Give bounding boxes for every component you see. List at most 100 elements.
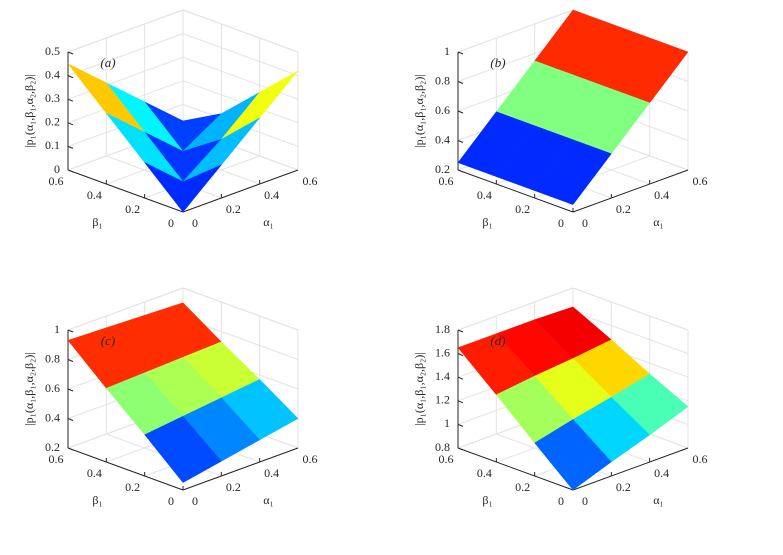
z-tick-label: 0	[54, 162, 60, 176]
grid-line	[182, 287, 299, 331]
y-tick-label: 0.2	[515, 480, 530, 494]
y-tick-label: 0.4	[87, 466, 102, 480]
x-tick-label: 0.4	[264, 188, 279, 202]
x-tick-label: 0	[582, 494, 588, 508]
z-tick-label: 1.4	[435, 369, 450, 383]
x-tick-label: 0	[192, 494, 198, 508]
z-tick-label: 0.5	[45, 44, 60, 58]
surface-patch	[534, 419, 612, 491]
axis-line	[182, 447, 299, 491]
y-axis-label: β₁	[482, 493, 492, 507]
x-tick-label: 0	[192, 216, 198, 230]
z-axis-label: |p₁(α₁,β₁,α₂,β₂)|	[22, 352, 36, 426]
z-tick-label: 0.8	[435, 440, 450, 454]
y-tick-label: 0.2	[125, 480, 140, 494]
z-tick-label: 1.2	[435, 393, 450, 407]
y-tick-label: 0	[168, 494, 174, 508]
tick-mark	[457, 81, 464, 84]
y-axis-label: β₁	[92, 493, 102, 507]
y-tick-label: 0.6	[439, 174, 454, 188]
x-tick-label: 0.6	[303, 174, 318, 188]
annotation: (a)	[100, 55, 115, 70]
z-tick-label: 0.6	[435, 103, 450, 117]
z-tick-label: 0.4	[435, 132, 450, 146]
tick-mark	[67, 51, 74, 55]
axis-line	[67, 169, 184, 213]
tick-mark	[67, 418, 74, 421]
z-axis-label: |p₁(α₁,β₁,α₂,β₂)|	[412, 352, 426, 426]
axis-line	[457, 447, 574, 491]
tick-mark	[67, 122, 74, 126]
z-tick-label: 0.2	[435, 162, 450, 176]
z-axis-label: |p₁(α₁,β₁,α₂,β₂)|	[22, 74, 36, 148]
z-tick-label: 0.6	[45, 381, 60, 395]
x-tick-label: 0	[582, 216, 588, 230]
y-tick-label: 0.4	[87, 188, 102, 202]
tick-mark	[457, 376, 464, 380]
surface-chart: 00.10.20.30.40.500.20.40.600.20.40.6|p₁(…	[22, 9, 318, 230]
y-tick-label: 0.2	[515, 202, 530, 216]
z-axis-label: |p₁(α₁,β₁,α₂,β₂)|	[412, 74, 426, 148]
y-tick-label: 0	[558, 216, 564, 230]
surface-patch	[534, 139, 612, 205]
y-tick-label: 0.6	[439, 452, 454, 466]
grid-line	[457, 9, 574, 53]
z-tick-label: 1	[54, 322, 60, 336]
x-axis-label: α₁	[653, 215, 663, 229]
y-axis-label: β₁	[92, 215, 102, 229]
grid-line	[182, 80, 299, 124]
surface-patch	[144, 415, 222, 483]
tick-mark	[457, 51, 464, 55]
tick-mark	[457, 423, 464, 427]
axis-line	[457, 169, 574, 213]
y-tick-label: 0.4	[477, 188, 492, 202]
x-tick-label: 0.2	[616, 480, 631, 494]
axis-line	[67, 447, 184, 491]
x-tick-label: 0.2	[616, 202, 631, 216]
x-axis-label: α₁	[653, 493, 663, 507]
z-tick-label: 0.8	[435, 73, 450, 87]
z-tick-label: 0.4	[45, 67, 60, 81]
z-tick-label: 1.8	[435, 322, 450, 336]
z-tick-label: 0.2	[45, 115, 60, 129]
x-tick-label: 0.4	[654, 466, 669, 480]
y-tick-label: 0	[558, 494, 564, 508]
grid-line	[67, 56, 184, 100]
x-tick-label: 0.4	[654, 188, 669, 202]
x-tick-label: 0.6	[303, 452, 318, 466]
z-tick-label: 0.1	[45, 138, 60, 152]
z-tick-label: 0.8	[45, 351, 60, 365]
x-tick-label: 0.2	[226, 202, 241, 216]
tick-mark	[67, 388, 74, 392]
surface-patch	[144, 162, 222, 213]
axis-line	[182, 169, 299, 213]
y-tick-label: 0.2	[125, 202, 140, 216]
tick-mark	[457, 329, 464, 333]
y-tick-label: 0.6	[49, 174, 64, 188]
y-axis-label: β₁	[482, 215, 492, 229]
grid-line	[572, 287, 689, 331]
annotation: (b)	[490, 55, 505, 70]
tick-mark	[457, 353, 464, 357]
z-tick-label: 0.2	[45, 440, 60, 454]
y-tick-label: 0.4	[477, 466, 492, 480]
tick-mark	[67, 329, 74, 333]
annotation: (d)	[490, 333, 505, 348]
tick-mark	[457, 110, 464, 114]
grid-line	[67, 33, 184, 77]
x-axis-label: α₁	[263, 215, 273, 229]
annotation: (c)	[101, 333, 115, 348]
axis-line	[572, 447, 689, 491]
x-tick-label: 0.6	[693, 452, 708, 466]
z-tick-label: 1	[444, 44, 450, 58]
x-tick-label: 0.4	[264, 466, 279, 480]
grid-line	[457, 287, 574, 331]
x-tick-label: 0.6	[693, 174, 708, 188]
z-tick-label: 0.3	[45, 91, 60, 105]
z-tick-label: 1.6	[435, 345, 450, 359]
grid-line	[182, 9, 299, 53]
y-tick-label: 0.6	[49, 452, 64, 466]
x-axis-label: α₁	[263, 493, 273, 507]
surface-chart: 0.2 0.4 0.6 0.8 1 0 0.2 0.4 0.6 0 0.2 0.4 0.6 |p₁(α₁,…	[412, 9, 708, 230]
